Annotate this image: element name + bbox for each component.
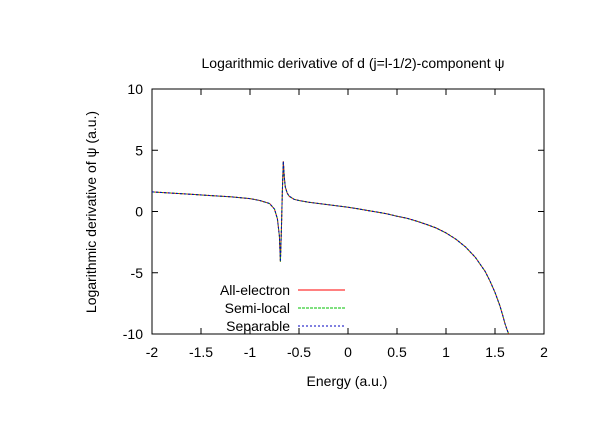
y-tick-label: -5 bbox=[131, 265, 144, 281]
legend-label-1: Semi-local bbox=[225, 300, 290, 316]
x-axis-label: Energy (a.u.) bbox=[307, 373, 388, 389]
y-tick-label: 5 bbox=[135, 142, 143, 158]
chart-title: Logarithmic derivative of d (j=l-1/2)-co… bbox=[202, 55, 505, 71]
legend: All-electron Semi-local Separable bbox=[220, 282, 345, 334]
x-tick-label: 1 bbox=[442, 344, 450, 360]
x-tick-label: 0 bbox=[344, 344, 352, 360]
plot-frame bbox=[151, 88, 545, 335]
x-tick-label: 0.5 bbox=[387, 344, 407, 360]
x-tick-label: -0.5 bbox=[287, 344, 311, 360]
y-tick-label: 0 bbox=[135, 204, 143, 220]
series-line-2 bbox=[151, 161, 510, 335]
x-tick-label: -2 bbox=[146, 344, 159, 360]
legend-label-0: All-electron bbox=[220, 282, 290, 298]
x-tick-label: 1.5 bbox=[485, 344, 505, 360]
x-tick-label: 2 bbox=[540, 344, 548, 360]
y-tick-label: -10 bbox=[123, 326, 143, 342]
x-tick-label: -1.5 bbox=[189, 344, 213, 360]
axis-ticks: -2 -1.5 -1 -0.5 0 0.5 1 1.5 2 -10 -5 0 5 10 bbox=[123, 81, 548, 360]
series-lines bbox=[151, 161, 510, 335]
plot-area bbox=[151, 88, 545, 335]
legend-label-2: Separable bbox=[226, 318, 290, 334]
y-tick-label: 10 bbox=[127, 81, 143, 97]
x-tick-label: -1 bbox=[244, 344, 257, 360]
y-axis-label: Logarithmic derivative of ψ (a.u.) bbox=[83, 111, 99, 313]
